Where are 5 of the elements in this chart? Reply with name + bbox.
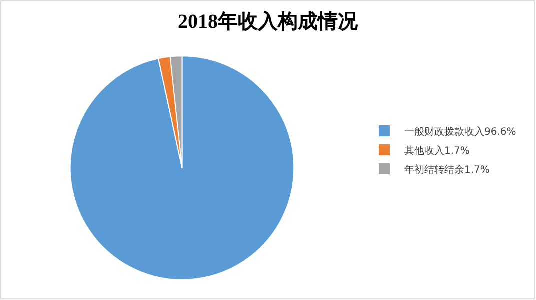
legend-label: 年初结转结余1.7% [404, 164, 490, 176]
chart-title: 2018年收入构成情况 [178, 10, 359, 33]
pie-slice [70, 56, 295, 280]
legend-label: 其他收入1.7% [404, 144, 470, 157]
legend-label: 一般财政拨款收入96.6% [404, 126, 516, 138]
